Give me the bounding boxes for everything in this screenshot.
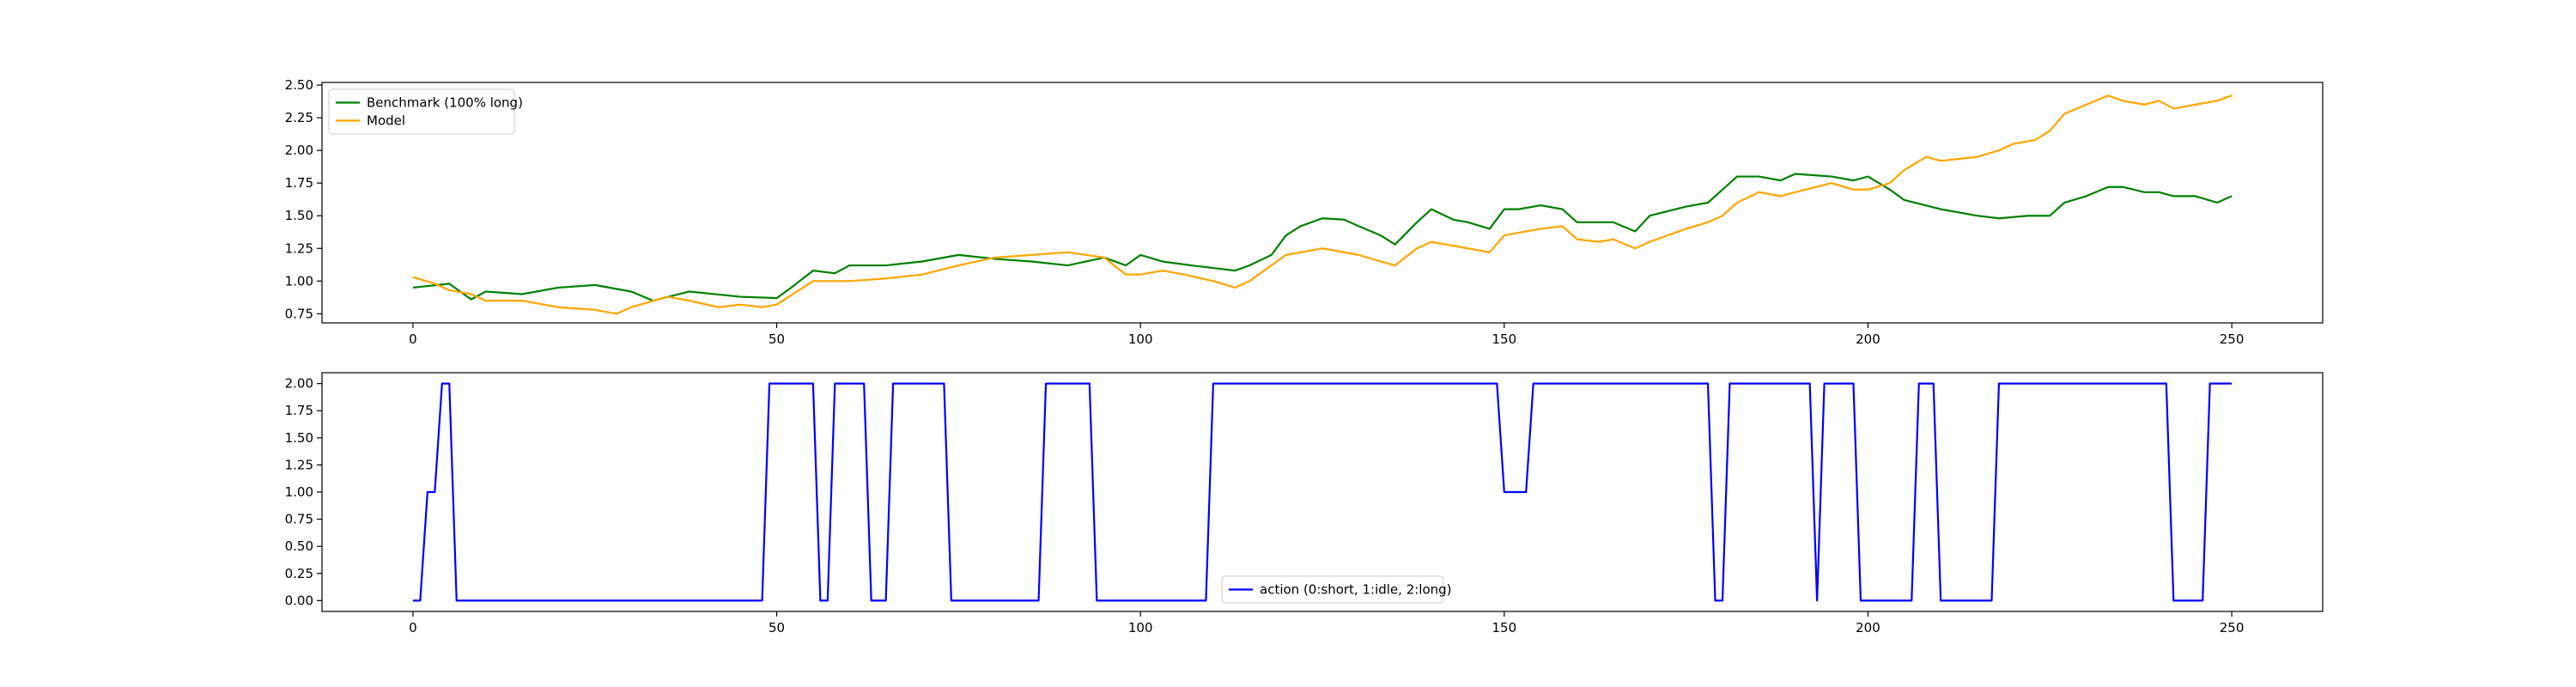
series-line-2-1 [412,382,2233,602]
x-tick-label: 0 [409,620,417,635]
y-tick-label: 1.00 [285,273,313,289]
x-tick-label: 50 [769,620,785,635]
y-tick-label: 1.75 [285,175,313,191]
chart-2: 0 50 100 150 200 250 0.00 0.25 0.50 0.75 1.00 1.25 1… [285,372,2324,635]
x-tick-label: 150 [1492,620,1516,635]
legend-label: Model [367,113,405,129]
y-tick-label: 1.75 [285,403,313,418]
axes-frame [321,82,2324,324]
x-tick-label: 250 [2220,331,2245,347]
y-tick-label: 0.25 [285,566,313,581]
legend: Benchmark (100% long) Model [328,88,523,135]
y-tick-label: 1.25 [285,457,313,472]
y-tick-label: 2.00 [285,376,313,392]
y-tick-label: 2.50 [285,77,313,93]
legend-box [1221,575,1444,604]
x-tick-label: 250 [2220,620,2245,635]
x-tick-label: 100 [1128,331,1153,347]
legend-label: action (0:short, 1:idle, 2:long) [1260,582,1452,598]
chart-1: 0 50 100 150 200 250 0.75 1.00 1.25 1.50 1.75 2.00 2… [285,77,2324,347]
series-line-1-1 [412,173,2233,302]
x-tick-label: 50 [769,331,785,347]
y-tick-label: 0.75 [285,306,313,321]
x-tick-label: 0 [409,331,417,347]
y-tick-label: 0.00 [285,593,313,608]
y-tick-label: 2.25 [285,110,313,125]
y-tick-label: 2.00 [285,143,313,158]
legend-box [328,88,515,135]
axes-frame [321,372,2324,612]
y-tick-label: 1.00 [285,484,313,500]
y-tick-label: 1.50 [285,430,313,446]
y-tick-label: 1.50 [285,208,313,223]
y-tick-label: 1.25 [285,240,313,256]
x-tick-label: 150 [1492,331,1516,347]
series-line-1-2 [412,94,2233,315]
x-tick-label: 200 [1856,620,1880,635]
x-tick-label: 200 [1856,331,1880,347]
legend-label: Benchmark (100% long) [367,95,523,111]
y-tick-label: 0.75 [285,512,313,527]
legend: action (0:short, 1:idle, 2:long) [1221,575,1452,604]
x-tick-label: 100 [1128,620,1153,635]
y-tick-label: 0.50 [285,538,313,554]
